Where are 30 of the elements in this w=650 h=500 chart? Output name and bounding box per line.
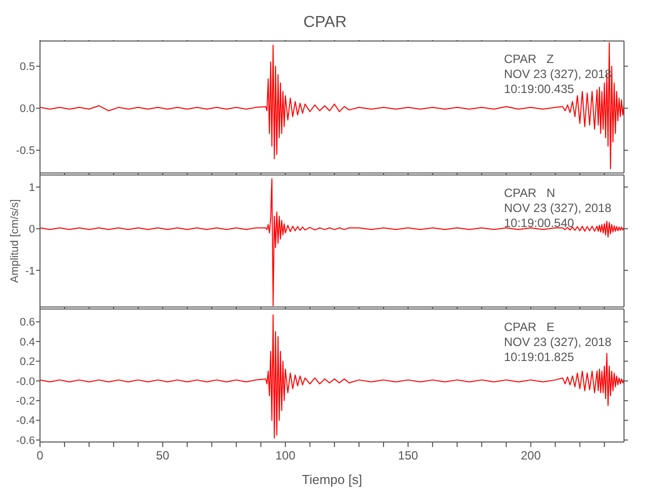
annotation: 10:19:00.435	[504, 82, 576, 97]
y-tick-label: 0.0	[20, 103, 35, 116]
chart-title: CPAR	[303, 14, 347, 31]
y-tick-label: 0.4	[20, 336, 35, 348]
y-tick-label: -0.5	[16, 145, 35, 158]
x-tick-label: 50	[156, 448, 170, 463]
x-tick-label: 200	[520, 448, 542, 463]
y-tick-label: 0.5	[20, 61, 35, 74]
annotation: CPAR N	[504, 186, 556, 201]
y-tick-label: -0.2	[16, 396, 35, 408]
line-series	[40, 42, 624, 170]
y-axis-title: Amplitud [cm/s/s]	[9, 199, 21, 283]
annotation: 10:19:00.540	[504, 216, 576, 231]
annotation: NOV 23 (327), 2018	[504, 201, 612, 216]
x-axis-title: Tiempo [s]	[302, 472, 362, 487]
annotation: 10:19:01.825	[504, 350, 576, 365]
y-tick-label: -0.6	[16, 434, 35, 447]
y-tick-label: -0.0	[16, 376, 35, 388]
line-series	[40, 314, 624, 439]
y-tick-label: 1	[28, 182, 35, 194]
y-tick-label: 0.6	[20, 316, 35, 329]
annotation: CPAR Z	[504, 52, 555, 67]
x-tick-label: 100	[275, 448, 296, 463]
y-tick-label: -1	[25, 265, 35, 278]
y-tick-label: 0	[28, 224, 35, 236]
y-tick-label: 0.2	[20, 356, 35, 368]
x-tick-label: 150	[398, 448, 418, 463]
y-tick-label: -0.4	[16, 415, 35, 428]
annotation: CPAR E	[504, 320, 556, 335]
annotation: NOV 23 (327), 2018	[504, 335, 612, 350]
